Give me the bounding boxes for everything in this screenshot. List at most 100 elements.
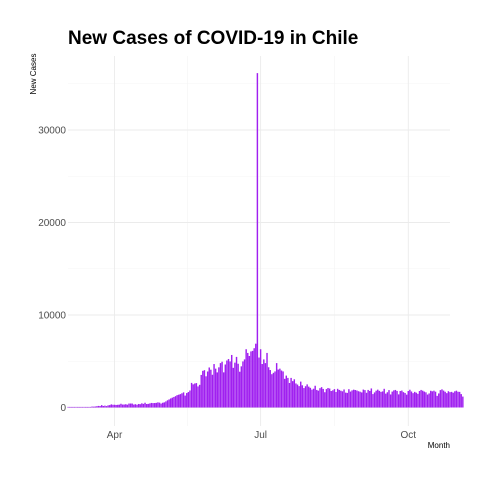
- bar: [357, 391, 360, 408]
- bar: [210, 369, 212, 408]
- bar: [229, 361, 231, 408]
- bar: [121, 404, 124, 408]
- bars: [67, 73, 464, 408]
- bar: [285, 375, 287, 408]
- bar: [447, 391, 450, 408]
- bar: [412, 393, 414, 408]
- bar: [72, 406, 74, 408]
- bar: [67, 406, 69, 408]
- bar: [139, 404, 141, 408]
- bar: [68, 406, 71, 408]
- bar: [295, 383, 297, 408]
- bar: [336, 388, 339, 408]
- bar: [361, 392, 363, 408]
- bar: [417, 393, 419, 408]
- bar: [316, 389, 318, 408]
- bar: [320, 387, 323, 408]
- bar: [258, 357, 260, 408]
- bar: [449, 392, 451, 408]
- bar: [450, 391, 453, 408]
- bar: [176, 395, 178, 408]
- bar: [158, 402, 161, 408]
- bar: [255, 343, 257, 408]
- bar: [460, 394, 462, 408]
- bar: [393, 390, 395, 408]
- bar: [227, 359, 230, 408]
- bar: [160, 403, 162, 408]
- bar: [291, 381, 294, 408]
- y-axis-ticks: 0 10000 20000 30000: [38, 126, 66, 415]
- bar: [430, 390, 432, 408]
- bar: [250, 351, 252, 408]
- bar: [179, 394, 182, 408]
- bar: [441, 389, 443, 408]
- bar: [216, 372, 218, 408]
- bar: [80, 406, 82, 408]
- bar: [303, 388, 305, 408]
- bar: [269, 370, 271, 408]
- bar: [243, 359, 246, 408]
- bar: [356, 390, 358, 408]
- bar: [173, 396, 175, 408]
- bar: [394, 389, 397, 408]
- bar: [96, 406, 98, 408]
- bar: [280, 370, 283, 408]
- bar: [267, 367, 270, 408]
- bar: [271, 374, 273, 408]
- bar: [76, 406, 79, 408]
- bar: [141, 403, 143, 408]
- bar: [351, 390, 353, 408]
- bar: [375, 390, 377, 408]
- bar: [123, 404, 125, 408]
- bar: [338, 389, 340, 408]
- bar: [239, 371, 241, 408]
- y-tick-label: 30000: [38, 126, 66, 137]
- bar: [314, 385, 316, 408]
- bar: [131, 403, 133, 408]
- bar: [190, 382, 193, 408]
- bar: [145, 404, 148, 408]
- bar: [136, 404, 138, 408]
- bar: [102, 405, 105, 408]
- bar: [386, 392, 389, 408]
- bar: [354, 390, 357, 408]
- bar: [152, 403, 154, 408]
- bar: [365, 392, 368, 408]
- bar: [168, 399, 170, 408]
- bar: [328, 388, 331, 408]
- bar: [385, 393, 387, 408]
- bar: [118, 404, 121, 408]
- bar: [234, 362, 236, 408]
- bar: [325, 389, 328, 408]
- bar: [359, 391, 361, 408]
- bar: [446, 393, 448, 408]
- bar: [73, 406, 76, 408]
- bar: [161, 402, 164, 408]
- bar: [128, 403, 130, 408]
- bar: [344, 392, 347, 408]
- bar: [195, 383, 198, 408]
- bar: [333, 389, 336, 408]
- bar: [221, 361, 223, 408]
- bar: [327, 387, 329, 408]
- bar: [230, 354, 233, 408]
- bar: [279, 368, 281, 408]
- y-tick-label: 0: [60, 403, 66, 414]
- bar: [182, 392, 185, 408]
- bar: [192, 384, 194, 408]
- bar: [92, 406, 95, 408]
- bar: [166, 400, 169, 408]
- bar: [133, 404, 135, 408]
- bar: [425, 392, 427, 408]
- bar: [105, 406, 108, 408]
- bar: [308, 386, 310, 408]
- bar: [208, 367, 210, 408]
- bar: [206, 371, 209, 408]
- bar: [70, 406, 72, 408]
- bar: [109, 405, 111, 408]
- bar: [240, 366, 243, 408]
- bar: [405, 394, 408, 408]
- bar: [452, 392, 454, 408]
- bar: [256, 73, 259, 408]
